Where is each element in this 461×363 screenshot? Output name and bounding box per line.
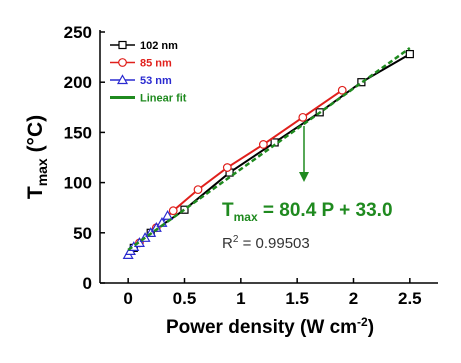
x-label-sup: -2: [357, 315, 368, 329]
x-tick-label: 2: [349, 289, 358, 308]
x-axis-label: Power density (W cm-2): [166, 315, 374, 338]
y-tick-label: 0: [83, 274, 92, 293]
y-axis-label: Tmax (°C): [24, 115, 50, 199]
marker: [193, 185, 203, 195]
x-tick-label: 0: [123, 289, 132, 308]
legend-label: 53 nm: [140, 75, 172, 87]
marker: [258, 140, 268, 149]
marker: [162, 210, 174, 220]
x-tick-label: 0.5: [173, 289, 197, 308]
marker: [168, 206, 178, 216]
marker: [337, 85, 347, 95]
x-tick-label: 1: [236, 289, 245, 308]
arrow-head: [299, 172, 309, 182]
y-tick-label: 50: [73, 224, 92, 243]
marker: [118, 40, 127, 50]
r-squared: R2 = 0.99503: [222, 234, 310, 252]
legend-label: Linear fit: [140, 93, 187, 105]
x-label-main: Power density (W cm: [166, 317, 357, 338]
fit-equation: Tmax = 80.4 P + 33.0: [222, 200, 393, 224]
marker: [118, 58, 127, 67]
marker: [298, 112, 308, 122]
fit-sub: max: [234, 210, 258, 224]
y-tick-label: 250: [64, 23, 92, 42]
r2-main: R: [222, 235, 233, 252]
y-tick-label: 150: [64, 123, 92, 142]
r2-rest: = 0.99503: [238, 235, 309, 252]
marker: [405, 49, 414, 59]
x-label-rest: ): [368, 317, 374, 338]
marker: [180, 205, 189, 214]
y-label-main: T: [24, 186, 47, 199]
legend-label: 102 nm: [140, 40, 178, 52]
marker: [222, 163, 232, 172]
y-label-sub: max: [34, 158, 50, 186]
fit-main: T: [222, 200, 234, 221]
x-tick-label: 2.5: [398, 289, 422, 308]
r2-sup: 2: [233, 234, 239, 245]
fit-line: [127, 47, 411, 251]
marker: [116, 74, 129, 85]
y-tick-label: 100: [64, 174, 92, 193]
legend-label: 85 nm: [140, 58, 172, 70]
fit-rest: = 80.4 P + 33.0: [258, 200, 393, 221]
x-tick-label: 1.5: [285, 289, 309, 308]
y-label-rest: (°C): [24, 115, 47, 158]
y-tick-label: 200: [64, 73, 92, 92]
marker: [357, 78, 366, 87]
